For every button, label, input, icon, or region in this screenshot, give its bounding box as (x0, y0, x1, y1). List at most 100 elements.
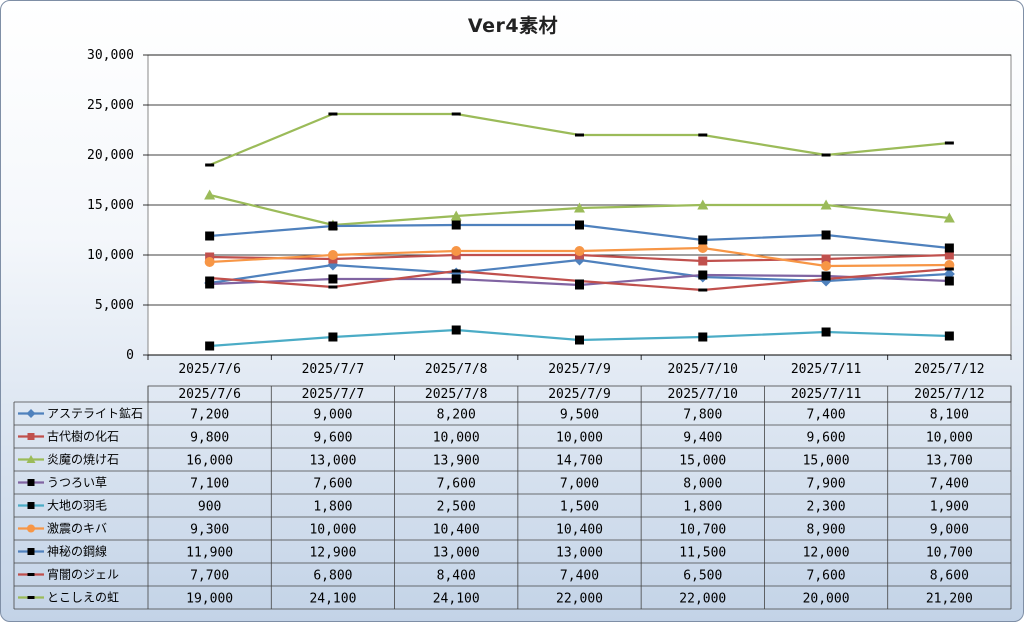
table-cell: 10,000 (309, 523, 356, 538)
data-point (944, 141, 954, 145)
table-cell: 7,000 (560, 477, 599, 492)
table-header-cell: 2025/7/7 (302, 387, 365, 402)
table-header-cell: 2025/7/11 (791, 387, 861, 402)
table-cell: 1,800 (683, 500, 722, 515)
data-point (327, 250, 338, 260)
table-cell: 7,100 (190, 477, 229, 492)
series-name: 大地の羽毛 (47, 499, 107, 513)
table-row: アステライト鉱石 7,200 9,000 8,200 9,500 7,800 7,400 8,… (14, 401, 1011, 426)
data-point (575, 220, 584, 230)
data-point (944, 267, 954, 271)
data-point (205, 276, 215, 280)
legend-key (18, 596, 44, 599)
data-point (205, 231, 215, 241)
table-cell: 21,200 (926, 592, 973, 607)
y-tick-label: 20,000 (87, 148, 134, 163)
data-point (205, 341, 215, 351)
data-point (821, 277, 831, 281)
table-cell: 9,600 (313, 431, 352, 446)
data-point (697, 243, 708, 253)
data-point (328, 285, 338, 289)
table-cell: 7,900 (807, 477, 846, 492)
table-cell: 12,000 (803, 546, 850, 561)
data-point (574, 202, 585, 213)
series-name: 宵闇のジェル (47, 567, 119, 582)
data-point (698, 270, 708, 280)
table-cell: 14,700 (556, 454, 603, 469)
legend-key (18, 548, 44, 555)
table-cell: 7,200 (190, 408, 229, 423)
table-cell: 9,000 (930, 523, 969, 538)
series-name: 炎魔の焼け石 (47, 452, 119, 467)
data-point (451, 269, 461, 273)
table-cell: 2,500 (437, 500, 476, 515)
series-7 (205, 220, 954, 253)
data-table: 2025/7/6 2025/7/7 2025/7/8 2025/7/9 2025/7/1… (13, 385, 1012, 610)
x-tick-label: 2025/7/12 (914, 362, 984, 377)
table-cell: 10,000 (556, 431, 603, 446)
table-cell: 20,000 (803, 592, 850, 607)
table-cell: 7,600 (807, 569, 846, 584)
data-point (944, 331, 954, 341)
data-point (944, 276, 954, 286)
legend-key (18, 502, 44, 509)
series-name: 古代樹の化石 (47, 429, 119, 444)
table-cell: 7,400 (560, 569, 599, 584)
y-axis: 0 5,000 10,000 15,000 20,000 25,000 30,000 (87, 48, 148, 363)
table-header-cell: 2025/7/10 (668, 387, 738, 402)
table-cell: 7,400 (807, 408, 846, 423)
y-tick-label: 0 (126, 348, 134, 363)
data-point (451, 220, 461, 230)
table-cell: 10,400 (433, 523, 480, 538)
table-cell: 10,000 (433, 431, 480, 446)
legend-key (18, 455, 44, 463)
table-cell: 22,000 (556, 592, 603, 607)
table-cell: 10,700 (679, 523, 726, 538)
table-row: うつろい草 7,100 7,600 7,600 7,000 8,000 7,900 7,400 (14, 476, 1011, 495)
series-4 (205, 270, 954, 290)
data-point (27, 502, 35, 509)
table-cell: 16,000 (186, 454, 233, 469)
series-group (204, 112, 955, 351)
data-point (821, 327, 831, 337)
table-cell: 13,700 (926, 454, 973, 469)
legend-key (18, 479, 44, 486)
data-point (27, 573, 35, 576)
data-point (27, 596, 35, 599)
table-cell: 8,100 (930, 408, 969, 423)
data-point (328, 274, 338, 284)
table-cell: 7,700 (190, 569, 229, 584)
data-point (27, 524, 35, 533)
data-point (944, 243, 954, 253)
table-cell: 7,800 (683, 408, 722, 423)
data-point (575, 133, 584, 137)
table-cell: 15,000 (679, 454, 726, 469)
table-cell: 13,000 (556, 546, 603, 561)
data-point (574, 246, 585, 256)
table-cell: 10,000 (926, 431, 973, 446)
table-cell: 9,800 (190, 431, 229, 446)
table-row: とこしえの虹 19,000 24,100 24,100 22,000 22,000 20,0… (14, 591, 1011, 610)
x-tick-label: 2025/7/7 (302, 362, 365, 377)
table-cell: 10,700 (926, 546, 973, 561)
data-point (27, 433, 35, 440)
table-cell: 22,000 (679, 592, 726, 607)
series-name: アステライト鉱石 (47, 406, 143, 421)
legend-key (18, 524, 44, 533)
y-tick-label: 10,000 (87, 248, 134, 263)
data-point (943, 212, 955, 223)
table-cell: 9,400 (683, 431, 722, 446)
series-9 (205, 112, 954, 167)
data-point (698, 133, 708, 137)
y-tick-label: 15,000 (87, 198, 134, 213)
data-point (820, 199, 832, 210)
chart-title: Ver4素材 (467, 15, 559, 37)
data-point (450, 210, 462, 221)
data-point (27, 548, 35, 555)
table-cell: 12,900 (309, 546, 356, 561)
table-cell: 7,600 (313, 477, 352, 492)
data-point (328, 221, 338, 231)
table-cell: 8,400 (437, 569, 476, 584)
table-row: 古代樹の化石 9,800 9,600 10,000 10,000 9,400 9,600 10… (14, 429, 1011, 449)
